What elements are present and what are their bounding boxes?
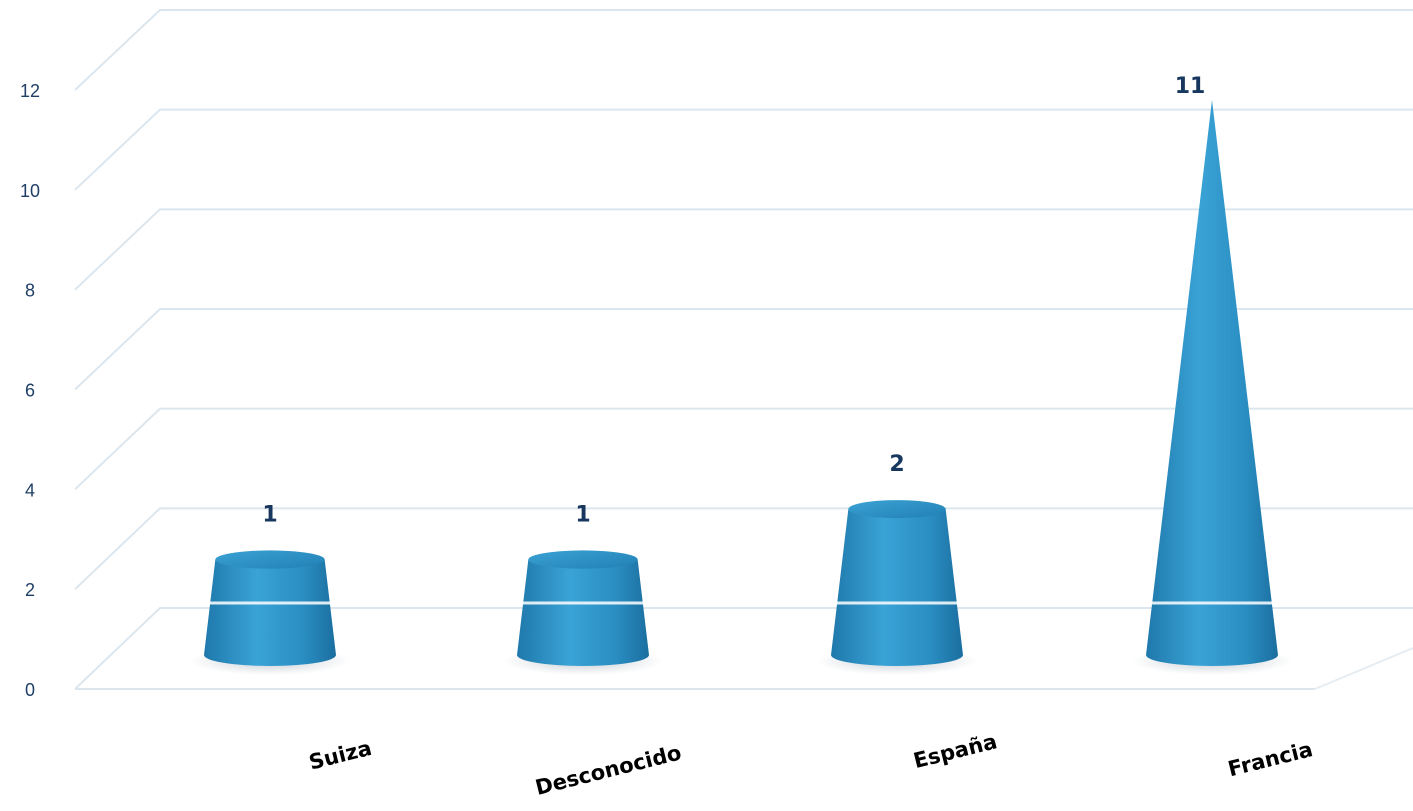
- cone-body: [204, 559, 336, 666]
- gridline: [74, 208, 1413, 291]
- gridline: [74, 507, 1413, 590]
- x-axis-label: Francia: [1226, 737, 1316, 781]
- cone-body: [831, 509, 963, 666]
- cone-top: [848, 500, 946, 519]
- y-tick-label: 0: [25, 680, 35, 700]
- gridline: [74, 9, 1413, 91]
- floor-side-edge: [1314, 647, 1413, 690]
- cone-top: [528, 550, 638, 569]
- y-tick-label: 12: [20, 81, 40, 101]
- data-label: 11: [1175, 74, 1206, 99]
- cone-desconocido: [503, 550, 663, 675]
- cones: [0, 100, 1413, 675]
- gridline: [74, 607, 1413, 690]
- cone-body: [1146, 100, 1278, 666]
- x-axis-label: Suiza: [307, 736, 375, 775]
- x-axis-label: Desconocido: [533, 740, 684, 799]
- cone-suiza: [190, 550, 350, 675]
- gridline: [74, 308, 1413, 391]
- gridlines: [74, 9, 1413, 690]
- x-axis-labels: Suiza Desconocido España Francia: [307, 729, 1316, 800]
- cone-españa: [817, 500, 977, 675]
- cone-francia: [1132, 100, 1292, 675]
- data-label: 1: [575, 503, 590, 528]
- gridline: [74, 407, 1413, 491]
- y-tick-label: 4: [25, 480, 35, 500]
- data-label: 2: [889, 452, 904, 477]
- cone-top: [215, 550, 325, 569]
- x-axis-label: España: [911, 729, 999, 773]
- y-tick-label: 8: [25, 281, 35, 301]
- cone-body: [517, 559, 649, 666]
- y-tick-label: 10: [20, 181, 40, 201]
- y-tick-label: 6: [25, 381, 35, 401]
- gridline: [74, 108, 1413, 191]
- y-tick-label: 2: [25, 580, 35, 600]
- data-label: 1: [262, 503, 277, 528]
- y-axis-ticks: 0 2 4 6 8 10 12: [20, 81, 40, 700]
